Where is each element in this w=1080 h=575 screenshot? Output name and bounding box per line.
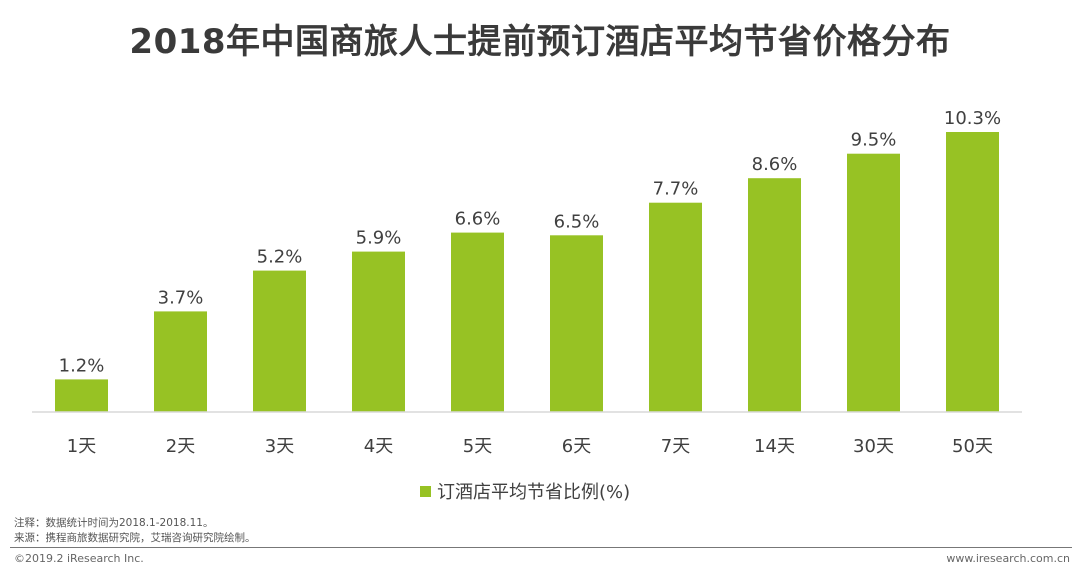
- x-tick-label-5: 5天: [463, 436, 492, 457]
- note-text: 注释：数据统计时间为2018.1-2018.11。: [14, 517, 214, 529]
- bar-labels-group: 1.2% 3.7% 5.2% 5.9% 6.6% 6.5% 7.7% 8.6% 9.5% 10.3…: [59, 108, 1001, 376]
- copyright-text: ©2019.2 iResearch Inc.: [14, 552, 144, 565]
- bar-value-label-1: 1.2%: [59, 355, 105, 376]
- x-tick-label-1: 1天: [67, 436, 96, 457]
- bar-value-label-6: 6.5%: [554, 211, 600, 232]
- x-tick-label-7: 7天: [661, 436, 690, 457]
- bar-10: [946, 132, 999, 412]
- x-tick-label-9: 30天: [853, 436, 894, 457]
- bar-value-label-9: 9.5%: [851, 130, 897, 151]
- legend: 订酒店平均节省比例(%): [420, 478, 630, 504]
- x-tick-label-10: 50天: [952, 436, 993, 457]
- bar-value-label-2: 3.7%: [158, 287, 204, 308]
- bar-7: [649, 202, 702, 412]
- chart-title: 2018年中国商旅人士提前预订酒店平均节省价格分布: [129, 22, 951, 62]
- bars-group: [55, 132, 999, 412]
- bar-value-label-8: 8.6%: [752, 154, 798, 175]
- bar-3: [253, 270, 306, 412]
- bar-9: [847, 153, 900, 412]
- bar-6: [550, 235, 603, 412]
- legend-swatch: [420, 485, 431, 497]
- bar-value-label-5: 6.6%: [455, 209, 501, 230]
- bar-value-label-7: 7.7%: [653, 179, 699, 200]
- x-tick-labels-group: 1天 2天 3天 4天 5天 6天 7天 14天 30天 50天: [67, 436, 993, 457]
- x-tick-label-4: 4天: [364, 436, 393, 457]
- bar-1: [55, 379, 108, 412]
- bar-value-label-10: 10.3%: [944, 108, 1001, 129]
- bar-5: [451, 232, 504, 412]
- legend-label: 订酒店平均节省比例(%): [437, 482, 631, 503]
- bar-value-label-4: 5.9%: [356, 228, 402, 249]
- bar-chart: 1.2% 3.7% 5.2% 5.9% 6.6% 6.5% 7.7% 8.6% 9.5% 10.3…: [32, 108, 1022, 457]
- x-tick-label-3: 3天: [265, 436, 294, 457]
- bar-value-label-3: 5.2%: [257, 247, 303, 268]
- bar-8: [748, 178, 801, 412]
- website-text: www.iresearch.com.cn: [946, 552, 1070, 565]
- x-tick-label-6: 6天: [562, 436, 591, 457]
- footer-divider: [10, 547, 1072, 548]
- bar-2: [154, 311, 207, 412]
- x-tick-label-8: 14天: [754, 436, 795, 457]
- source-text: 来源：携程商旅数据研究院，艾瑞咨询研究院绘制。: [14, 532, 256, 544]
- x-tick-label-2: 2天: [166, 436, 195, 457]
- bar-4: [352, 251, 405, 412]
